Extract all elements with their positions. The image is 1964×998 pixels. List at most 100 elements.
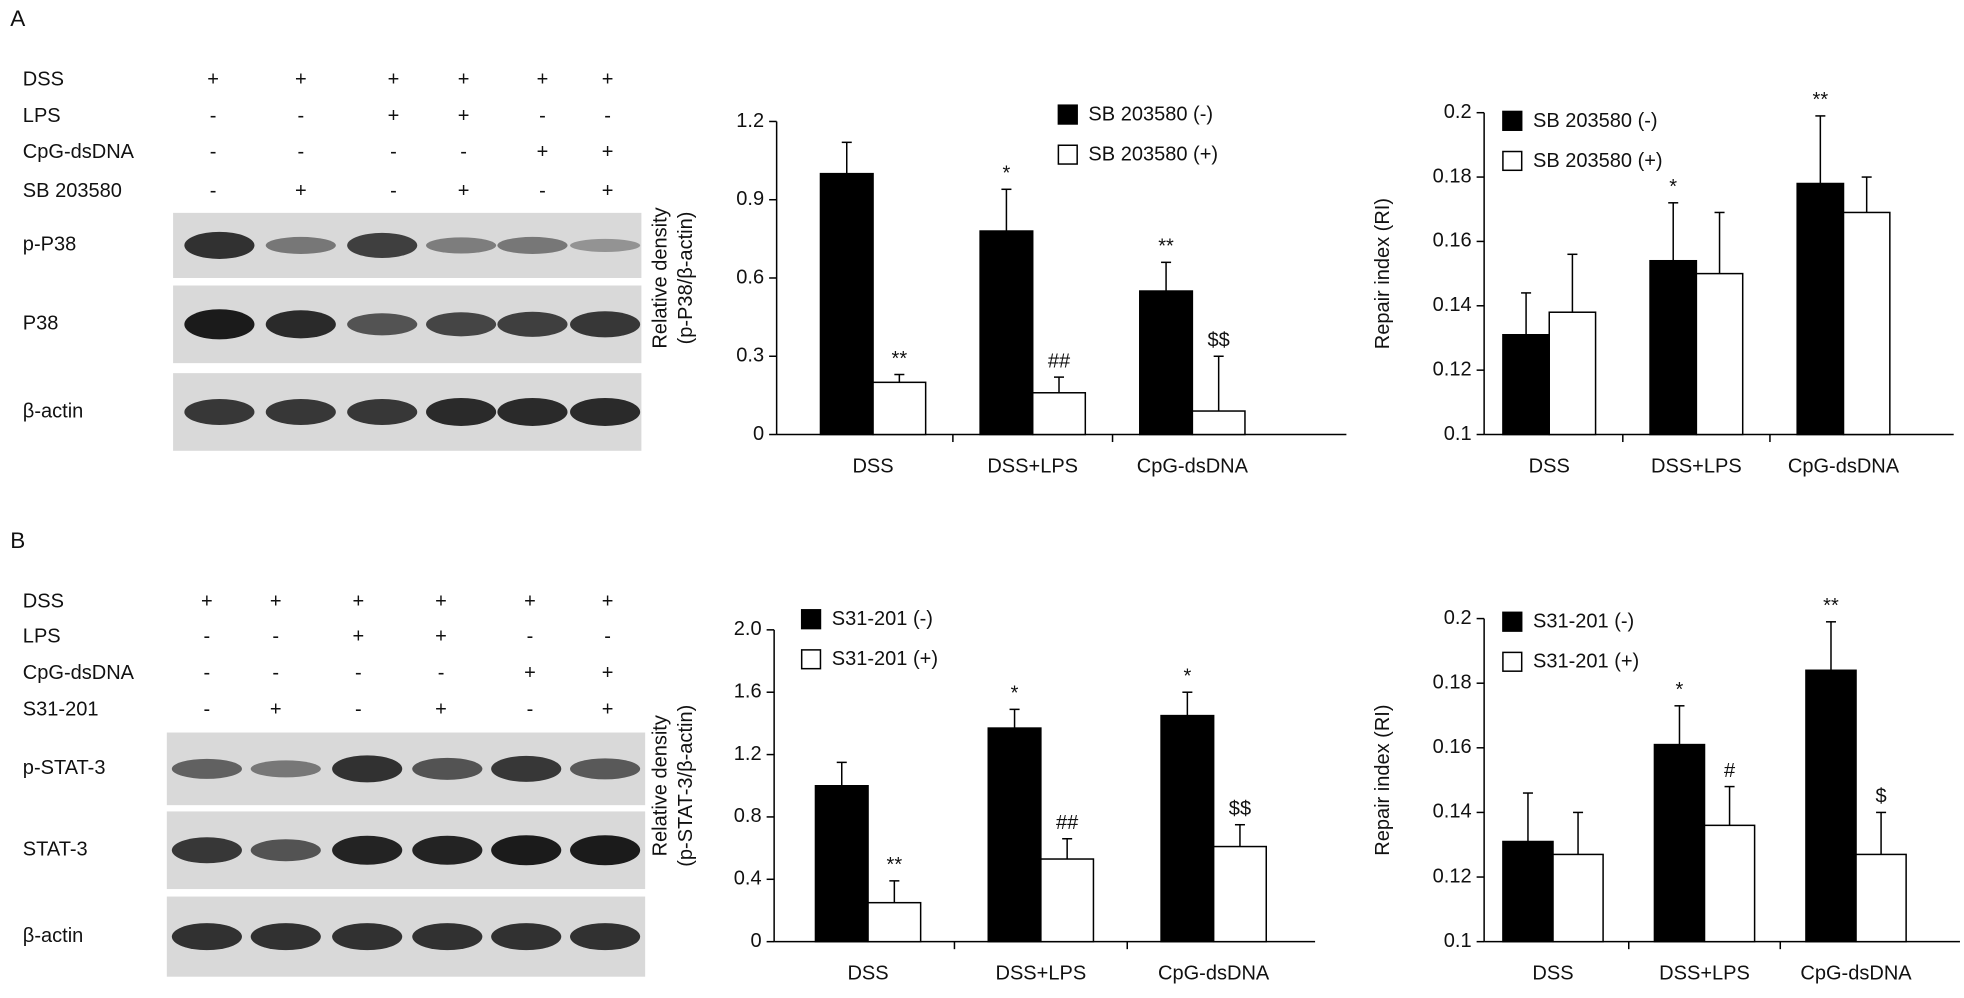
treatment-sign: + [537,141,549,163]
blot-band [497,236,568,254]
legend-label: SB 203580 (+) [1533,150,1663,172]
x-tick-label: CpG-dsDNA [1137,455,1249,477]
y-tick-label: 0.1 [1444,930,1472,952]
legend-label: S31-201 (+) [832,648,938,670]
x-tick-label: DSS [852,455,893,477]
y-tick-label: 0.9 [736,188,764,210]
x-tick-label: DSS+LPS [1659,963,1750,985]
blot-strip [166,896,646,977]
legend-label: SB 203580 (-) [1088,103,1213,125]
bar [1160,714,1215,943]
significance-label: $$ [1208,330,1230,352]
blot-band [426,237,497,254]
legend-label: S31-201 (-) [832,608,933,630]
blot-band [332,835,403,865]
treatment-label: LPS [23,626,61,648]
treatment-sign: + [537,68,549,90]
legend-swatch [800,649,822,670]
y-tick-label: 0.3 [736,345,764,367]
treatment-sign: - [204,626,211,648]
y-tick-label: 0 [753,423,764,445]
treatment-sign: + [602,141,614,163]
panel-label: A [10,6,25,31]
treatment-sign: + [524,591,536,613]
panel-label: B [10,528,25,553]
treatment-sign: + [458,105,470,127]
blot-band [412,923,483,951]
legend-swatch [1502,651,1523,672]
bar [979,230,1034,436]
blot-band [184,309,255,340]
blot-band [570,923,641,951]
x-tick-label: DSS+LPS [996,963,1087,985]
significance-label: ** [1823,595,1839,617]
significance-label: * [1676,679,1684,701]
band-label: P38 [23,313,59,335]
significance-label: ** [1158,236,1174,258]
significance-label: * [1669,176,1677,198]
treatment-sign: - [527,698,534,720]
treatment-sign: + [353,591,365,613]
blot-band [497,311,568,337]
bar [819,172,874,436]
legend-swatch [1502,150,1523,172]
treatment-sign: - [272,662,279,684]
y-tick-label: 0.18 [1433,671,1472,693]
treatment-sign: + [524,662,536,684]
blot-band [265,398,336,425]
treatment-sign: + [295,180,307,202]
treatment-sign: + [207,68,219,90]
y-tick-label: 0.12 [1433,865,1472,887]
treatment-sign: + [602,180,614,202]
treatment-sign: - [272,626,279,648]
bar [1796,182,1845,436]
blot-band [426,397,497,426]
treatment-sign: + [435,626,447,648]
legend-label: S31-201 (-) [1533,611,1634,633]
x-tick-label: DSS+LPS [987,455,1078,477]
treatment-sign: - [539,180,546,202]
blot-band [332,923,403,951]
blot-band [250,839,321,862]
treatment-sign: - [355,662,362,684]
significance-label: * [1011,683,1019,705]
significance-label: ** [887,854,903,876]
x-tick-label: DSS+LPS [1651,455,1742,477]
blot-band [171,837,242,864]
significance-label: $ [1876,786,1887,808]
x-tick-label: CpG-dsDNA [1788,455,1900,477]
band-label: p-P38 [23,234,76,256]
significance-label: # [1724,760,1736,782]
treatment-sign: - [297,141,304,163]
y-tick-label: 0.6 [736,266,764,288]
significance-label: ** [1813,89,1829,111]
treatment-label: LPS [23,105,61,127]
treatment-sign: + [602,662,614,684]
treatment-sign: + [388,68,400,90]
bar [1703,824,1756,943]
legend-swatch [1057,144,1078,165]
blot-band [171,923,242,951]
blot-band [332,755,403,783]
treatment-sign: - [390,141,397,163]
treatment-label: CpG-dsDNA [23,662,135,684]
treatment-sign: + [388,105,400,127]
blot-band [184,231,255,259]
treatment-sign: - [210,105,217,127]
x-tick-label: DSS [847,963,888,985]
blot-band [347,232,418,258]
y-axis-label: Repair index (RI) [1372,198,1394,349]
treatment-label: DSS [23,68,64,90]
y-tick-label: 0.12 [1433,358,1472,380]
bar [1191,410,1246,436]
significance-label: ## [1056,812,1079,834]
treatment-sign: - [204,698,211,720]
bar [1548,311,1597,436]
x-tick-label: DSS [1529,455,1570,477]
x-tick-label: CpG-dsDNA [1158,963,1270,985]
treatment-sign: - [460,141,467,163]
legend-swatch [1502,110,1523,131]
treatment-sign: - [210,180,217,202]
y-tick-label: 0.2 [1444,607,1472,629]
treatment-sign: + [602,698,614,720]
